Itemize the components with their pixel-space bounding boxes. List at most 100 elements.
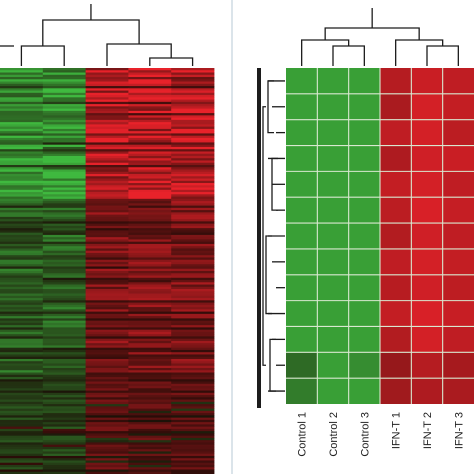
left-heatmap-cell [128, 216, 172, 220]
left-heatmap-cell [0, 295, 44, 299]
left-heatmap-cell [0, 194, 44, 197]
left-heatmap-cell [85, 316, 129, 319]
left-heatmap-cell [85, 460, 129, 464]
left-heatmap-cell [128, 119, 172, 123]
left-heatmap-cells [0, 68, 215, 474]
left-heatmap-cell [42, 174, 86, 177]
left-heatmap-cell [42, 435, 86, 439]
left-heatmap-cell [128, 280, 172, 283]
left-heatmap-cell [42, 259, 86, 263]
left-heatmap-cell [85, 101, 129, 105]
left-heatmap-cell [0, 171, 44, 175]
left-heatmap-cell [128, 124, 172, 128]
left-heatmap-cell [85, 178, 129, 182]
left-heatmap-cell [128, 289, 172, 292]
left-heatmap-cell [171, 259, 215, 263]
left-heatmap-cell [128, 338, 172, 342]
left-heatmap-cell [85, 451, 129, 455]
left-heatmap-cell [0, 392, 44, 396]
left-heatmap-cell [85, 119, 129, 123]
left-heatmap-cell [171, 404, 215, 407]
right-heatmap-grid [286, 68, 474, 404]
left-heatmap-cell [171, 92, 215, 96]
left-heatmap-cell [128, 108, 172, 112]
left-heatmap-cell [85, 313, 129, 317]
left-heatmap-cell [128, 374, 172, 378]
left-heatmap-cell [171, 349, 215, 353]
right-heatmap-cell [442, 223, 474, 249]
left-heatmap-cell [85, 201, 129, 204]
left-heatmap-cell [171, 408, 215, 412]
left-heatmap-cell [0, 140, 44, 143]
left-heatmap-cell [85, 128, 129, 132]
left-heatmap-cell [128, 379, 172, 382]
left-heatmap-cell [171, 322, 215, 326]
left-heatmap-cell [42, 282, 86, 285]
right-heatmap-cell [348, 378, 380, 404]
left-heatmap-cell [85, 189, 129, 193]
left-heatmap-cell [85, 135, 129, 139]
left-heatmap-cell [0, 433, 44, 437]
left-heatmap-cell [128, 392, 172, 396]
left-heatmap-cell [128, 185, 172, 188]
right-heatmap-cell [317, 326, 349, 353]
left-heatmap-cell [85, 74, 129, 78]
right-heatmap-cell [348, 352, 380, 379]
left-heatmap-cell [128, 291, 172, 294]
right-column-dendrogram [301, 8, 459, 66]
left-heatmap-cell [85, 158, 129, 161]
left-heatmap-cell [0, 435, 44, 439]
left-heatmap-cell [0, 266, 44, 270]
left-heatmap-cell [128, 255, 172, 258]
left-heatmap-cell [42, 248, 86, 252]
left-heatmap-cell [0, 160, 44, 164]
left-heatmap-cell [128, 318, 172, 322]
left-heatmap-cell [128, 437, 172, 441]
left-heatmap-cell [0, 126, 44, 130]
left-heatmap-cell [0, 399, 44, 403]
left-heatmap-cell [0, 99, 44, 103]
left-heatmap-cell [85, 442, 129, 446]
right-heatmap-cell [442, 248, 474, 275]
left-heatmap-cell [85, 160, 129, 164]
left-heatmap-cell [42, 104, 86, 107]
left-heatmap-cell [128, 302, 172, 306]
left-heatmap-cell [42, 467, 86, 470]
left-heatmap-cell [42, 122, 86, 125]
left-heatmap-cell [128, 68, 172, 71]
right-heatmap-cell [442, 326, 474, 353]
left-heatmap-cell [85, 471, 129, 474]
left-heatmap-cell [0, 187, 44, 191]
left-heatmap-cell [85, 464, 129, 468]
left-heatmap-cell [0, 207, 44, 211]
left-heatmap-cell [42, 363, 86, 367]
left-heatmap-cell [128, 246, 172, 249]
left-heatmap-cell [0, 397, 44, 400]
left-heatmap-cell [128, 365, 172, 369]
left-heatmap-cell [171, 282, 215, 285]
right-dendrogram-branch [301, 39, 350, 66]
right-heatmap-cell [442, 119, 474, 146]
left-heatmap-cell [42, 293, 86, 297]
left-heatmap-cell [0, 230, 44, 234]
left-heatmap-cell [0, 237, 44, 240]
left-heatmap-cell [171, 144, 215, 148]
left-heatmap-cell [128, 264, 172, 267]
left-heatmap-cell [128, 395, 172, 398]
left-heatmap-cell [85, 133, 129, 137]
left-heatmap-cell [171, 343, 215, 346]
left-heatmap-cell [85, 390, 129, 394]
left-heatmap-cell [128, 92, 172, 96]
left-heatmap-cell [128, 169, 172, 173]
left-heatmap-cell [171, 214, 215, 218]
left-heatmap-cell [128, 327, 172, 331]
left-heatmap-cell [171, 286, 215, 290]
left-heatmap-cell [42, 97, 86, 100]
left-heatmap-cell [42, 302, 86, 306]
left-heatmap-cell [171, 99, 215, 103]
left-heatmap-cell [171, 469, 215, 473]
left-heatmap-cell [171, 180, 215, 184]
left-heatmap-cell [0, 347, 44, 351]
left-heatmap-cell [128, 117, 172, 121]
left-heatmap-cell [42, 318, 86, 322]
